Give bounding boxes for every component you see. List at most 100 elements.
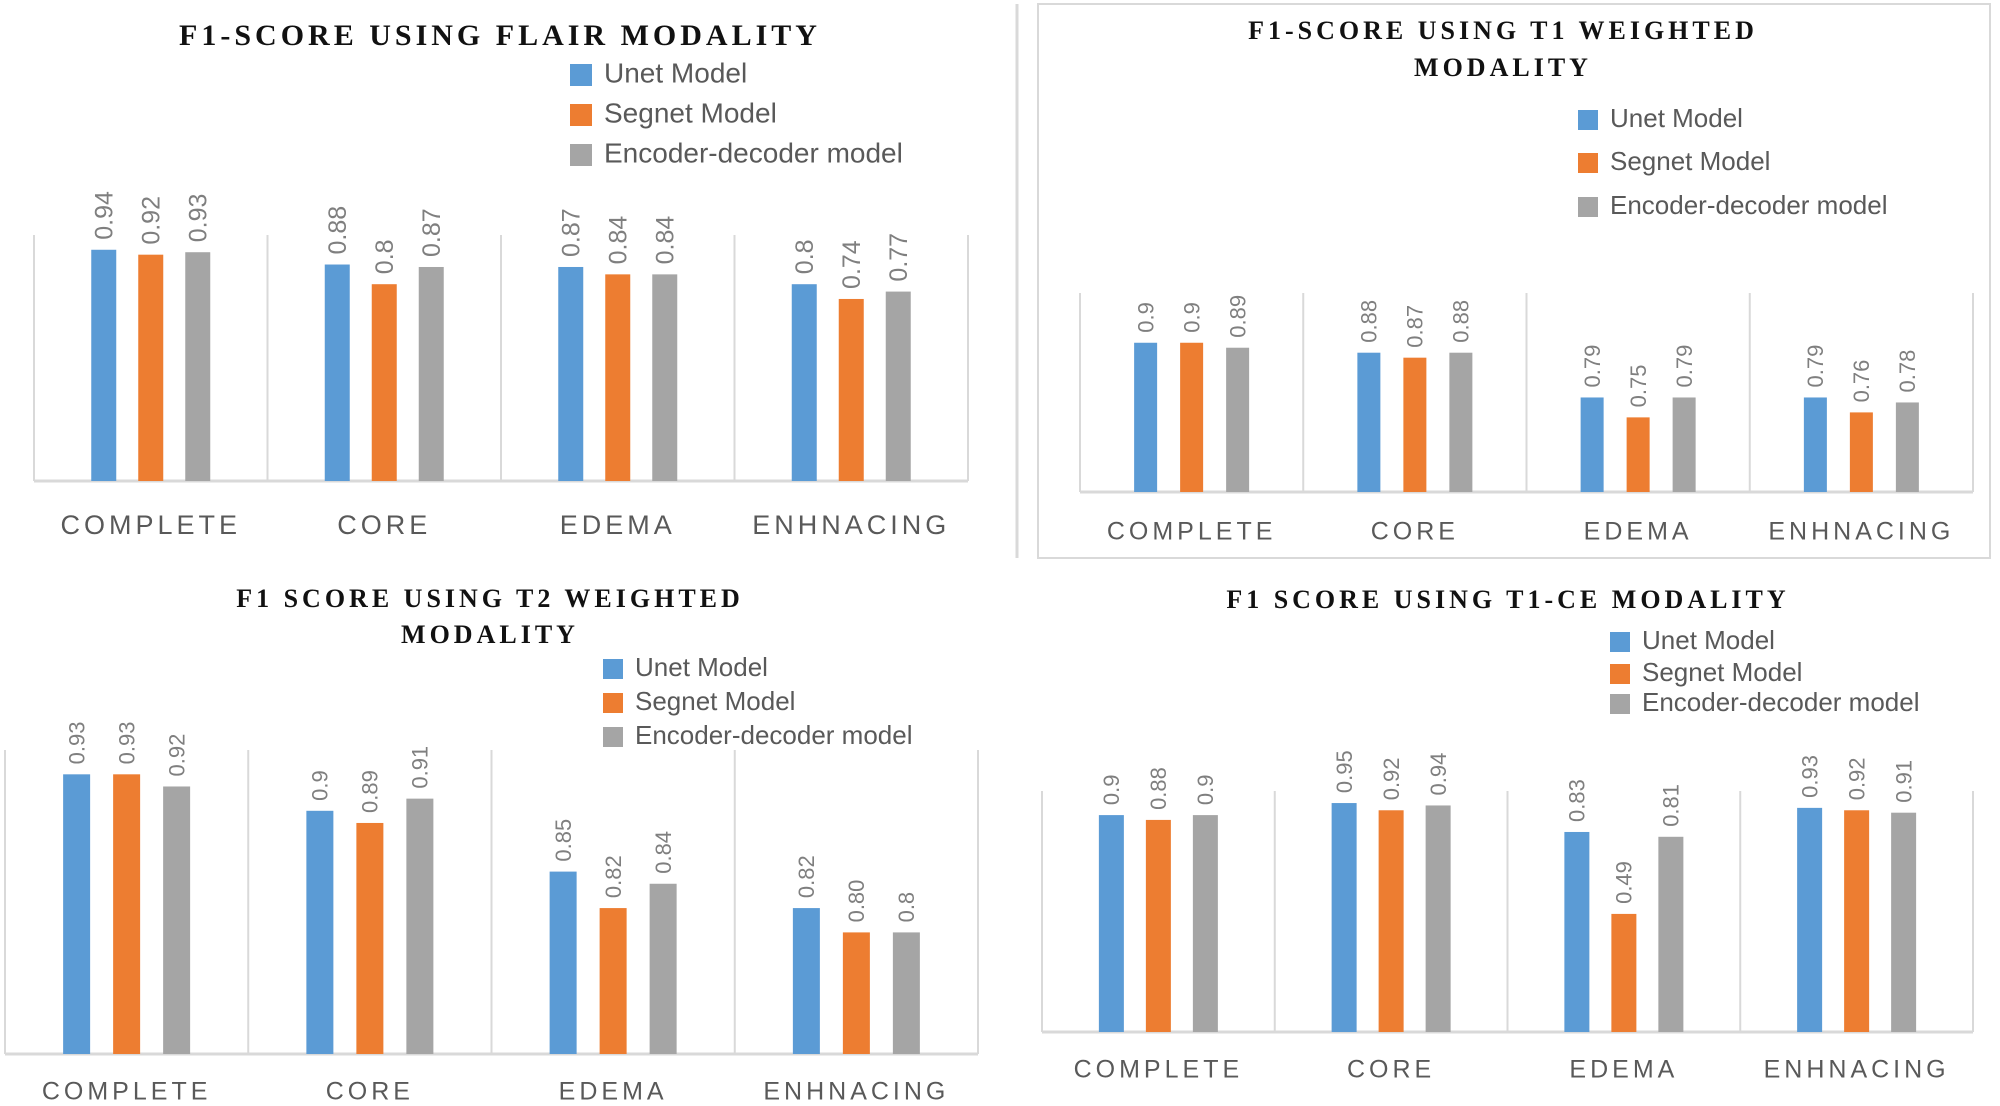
data-label: 0.9: [1193, 775, 1218, 806]
bar: [885, 291, 911, 481]
data-label: 0.92: [1844, 757, 1869, 800]
bar: [1803, 397, 1827, 492]
data-label: 0.78: [1895, 350, 1920, 393]
data-label: 0.87: [418, 208, 446, 257]
data-label: 0.79: [1803, 345, 1828, 388]
chart-flair: F1-SCORE USING FLAIR MODALITY Unet Model S…: [33, 19, 969, 540]
bar: [649, 883, 677, 1054]
legend-swatch: [603, 693, 623, 713]
bar: [1357, 352, 1381, 492]
bar: [113, 774, 141, 1054]
data-label: 0.80: [844, 880, 869, 923]
bar: [605, 274, 631, 481]
bar: [163, 786, 191, 1054]
data-label: 0.92: [1379, 757, 1404, 800]
data-label: 0.76: [1849, 360, 1874, 403]
legend-label: Segnet Model: [604, 97, 777, 128]
bar: [1226, 347, 1250, 492]
data-label: 0.89: [358, 770, 383, 813]
legend-label: Encoder-decoder model: [635, 720, 913, 750]
data-label: 0.79: [1672, 345, 1697, 388]
bar: [63, 774, 91, 1054]
bar: [1403, 357, 1427, 492]
category-label: CORE: [326, 1078, 414, 1106]
legend-label: Unet Model: [1610, 103, 1743, 133]
bar: [1449, 352, 1473, 492]
category-label: COMPLETE: [42, 1078, 212, 1106]
bar: [838, 298, 864, 481]
data-label: 0.75: [1626, 365, 1651, 408]
bar: [842, 932, 870, 1054]
bar: [91, 249, 117, 481]
bar: [356, 822, 384, 1054]
data-label: 0.8: [371, 239, 399, 274]
bar: [652, 274, 678, 481]
data-label: 0.88: [1357, 300, 1382, 343]
data-label: 0.94: [91, 191, 119, 240]
bar: [1626, 417, 1650, 492]
bar: [1180, 342, 1204, 492]
bar: [185, 252, 211, 481]
bar: [1134, 342, 1158, 492]
data-label: 0.95: [1332, 750, 1357, 793]
category-label: EDEMA: [1569, 1056, 1678, 1084]
data-label: 0.88: [1146, 767, 1171, 810]
bar: [599, 908, 627, 1054]
legend-label: Segnet Model: [635, 686, 795, 716]
chart-title: F1 SCORE USING T2 WEIGHTED: [236, 584, 744, 613]
category-label: EDEMA: [559, 1078, 668, 1106]
bar: [324, 264, 350, 481]
bar: [1891, 812, 1917, 1032]
bar: [1425, 805, 1451, 1032]
category-label: ENHNACING: [752, 510, 950, 540]
data-label: 0.82: [794, 855, 819, 898]
category-label: CORE: [1347, 1056, 1435, 1084]
data-label: 0.74: [838, 240, 866, 289]
chart-t2-weighted: F1 SCORE USING T2 WEIGHTED MODALITY Unet M…: [4, 584, 979, 1106]
data-label: 0.93: [185, 194, 213, 243]
chart-title: MODALITY: [401, 620, 579, 649]
data-label: 0.8: [791, 239, 819, 274]
data-label: 0.82: [601, 855, 626, 898]
data-label: 0.9: [308, 770, 333, 801]
bar: [138, 254, 164, 481]
legend-label: Encoder-decoder model: [1642, 687, 1920, 717]
bar: [549, 871, 577, 1054]
data-label: 0.88: [1449, 300, 1474, 343]
legend-label: Segnet Model: [1610, 146, 1770, 176]
chart-title: F1-SCORE USING FLAIR MODALITY: [179, 19, 821, 52]
data-label: 0.87: [558, 208, 586, 257]
data-label: 0.81: [1659, 784, 1684, 827]
legend-swatch: [1578, 197, 1598, 217]
bar: [792, 908, 820, 1054]
category-label: ENHNACING: [1768, 518, 1954, 546]
legend-swatch: [570, 104, 592, 126]
data-label: 0.84: [651, 831, 676, 874]
data-label: 0.9: [1099, 775, 1124, 806]
data-label: 0.93: [64, 721, 89, 764]
legend-swatch: [1610, 694, 1630, 714]
legend-label: Unet Model: [604, 57, 747, 88]
data-label: 0.91: [408, 746, 433, 789]
bar: [1895, 402, 1919, 492]
data-label: 0.79: [1580, 345, 1605, 388]
chart-title: F1 SCORE USING T1-CE MODALITY: [1226, 585, 1789, 614]
category-label: EDEMA: [1584, 518, 1693, 546]
bar: [371, 284, 397, 481]
data-label: 0.92: [164, 734, 189, 777]
bar: [406, 798, 434, 1054]
legend-swatch: [1578, 153, 1598, 173]
legend-label: Unet Model: [635, 652, 768, 682]
category-label: ENHNACING: [1764, 1056, 1950, 1084]
data-label: 0.91: [1891, 760, 1916, 803]
bar: [1145, 819, 1171, 1032]
legend-label: Encoder-decoder model: [604, 137, 903, 168]
legend-swatch: [603, 727, 623, 747]
legend-swatch: [1578, 110, 1598, 130]
bar: [1797, 807, 1823, 1032]
bar: [892, 932, 920, 1054]
legend-label: Segnet Model: [1642, 657, 1802, 687]
bar: [1672, 397, 1696, 492]
data-label: 0.84: [652, 216, 680, 265]
